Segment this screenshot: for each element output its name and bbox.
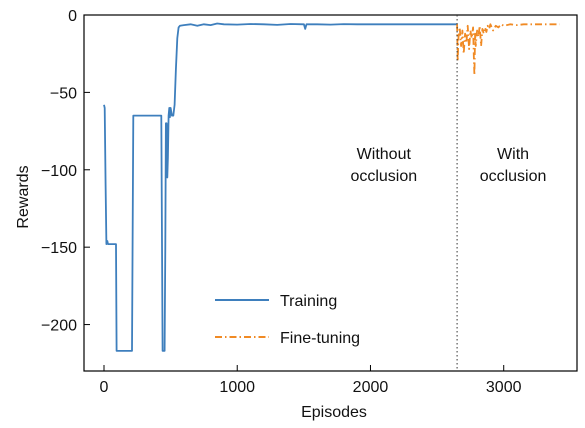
y-tick-label: −100 <box>41 163 77 180</box>
x-tick-label: 0 <box>100 379 109 396</box>
x-tick-label: 1000 <box>219 379 255 396</box>
y-tick-label: −50 <box>50 85 77 102</box>
legend-label: Fine-tuning <box>280 330 360 347</box>
x-axis-title: Episodes <box>301 404 367 421</box>
legend-label: Training <box>280 293 337 310</box>
region-label-line: occlusion <box>350 168 417 185</box>
y-tick-label: −200 <box>41 318 77 335</box>
y-tick-label: −150 <box>41 240 77 257</box>
x-tick-label: 3000 <box>486 379 522 396</box>
plot-frame <box>83 14 578 372</box>
region-label-line: With <box>497 146 529 163</box>
y-tick-label: 0 <box>68 8 77 25</box>
region-label-without-occlusion: Without occlusion <box>350 146 417 185</box>
axis-ticks: 0 1000 2000 3000 0 −50 −100 −150 −200 <box>41 8 522 396</box>
axes-frame <box>83 14 578 372</box>
x-tick-label: 2000 <box>353 379 389 396</box>
annotations-layer: Without occlusion With occlusion <box>350 146 546 185</box>
series-line-training <box>103 22 458 352</box>
y-axis-title: Rewards <box>15 165 32 228</box>
series-layer <box>103 15 560 371</box>
legend: Training Fine-tuning <box>215 293 360 347</box>
series-line-fine-tuning <box>456 23 560 77</box>
region-label-with-occlusion: With occlusion <box>480 146 547 185</box>
region-label-line: occlusion <box>480 168 547 185</box>
region-label-line: Without <box>357 146 412 163</box>
